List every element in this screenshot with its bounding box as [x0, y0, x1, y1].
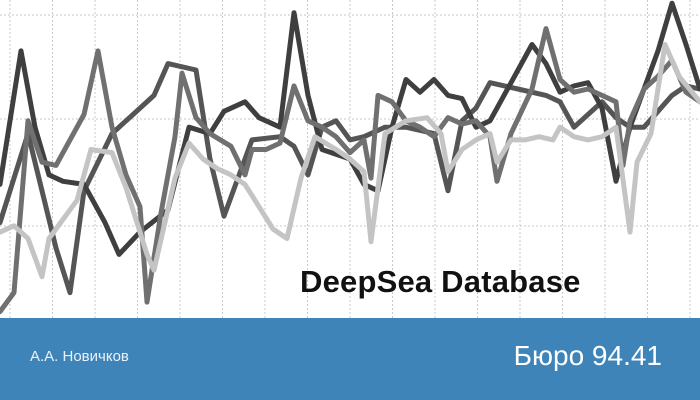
chart-title: DeepSea Database: [300, 264, 581, 299]
series-line-3: [0, 26, 700, 315]
footer-bar: А.А. Новичков Бюро 94.41: [0, 318, 700, 400]
bureau-name: Бюро 94.41: [513, 340, 662, 371]
series-line-1: [0, 61, 700, 296]
line-chart: [0, 0, 700, 318]
chart-grid: [0, 0, 700, 318]
author-name: А.А. Новичков: [30, 348, 129, 365]
chart-svg: [0, 0, 700, 318]
series-line-4: [0, 42, 700, 280]
